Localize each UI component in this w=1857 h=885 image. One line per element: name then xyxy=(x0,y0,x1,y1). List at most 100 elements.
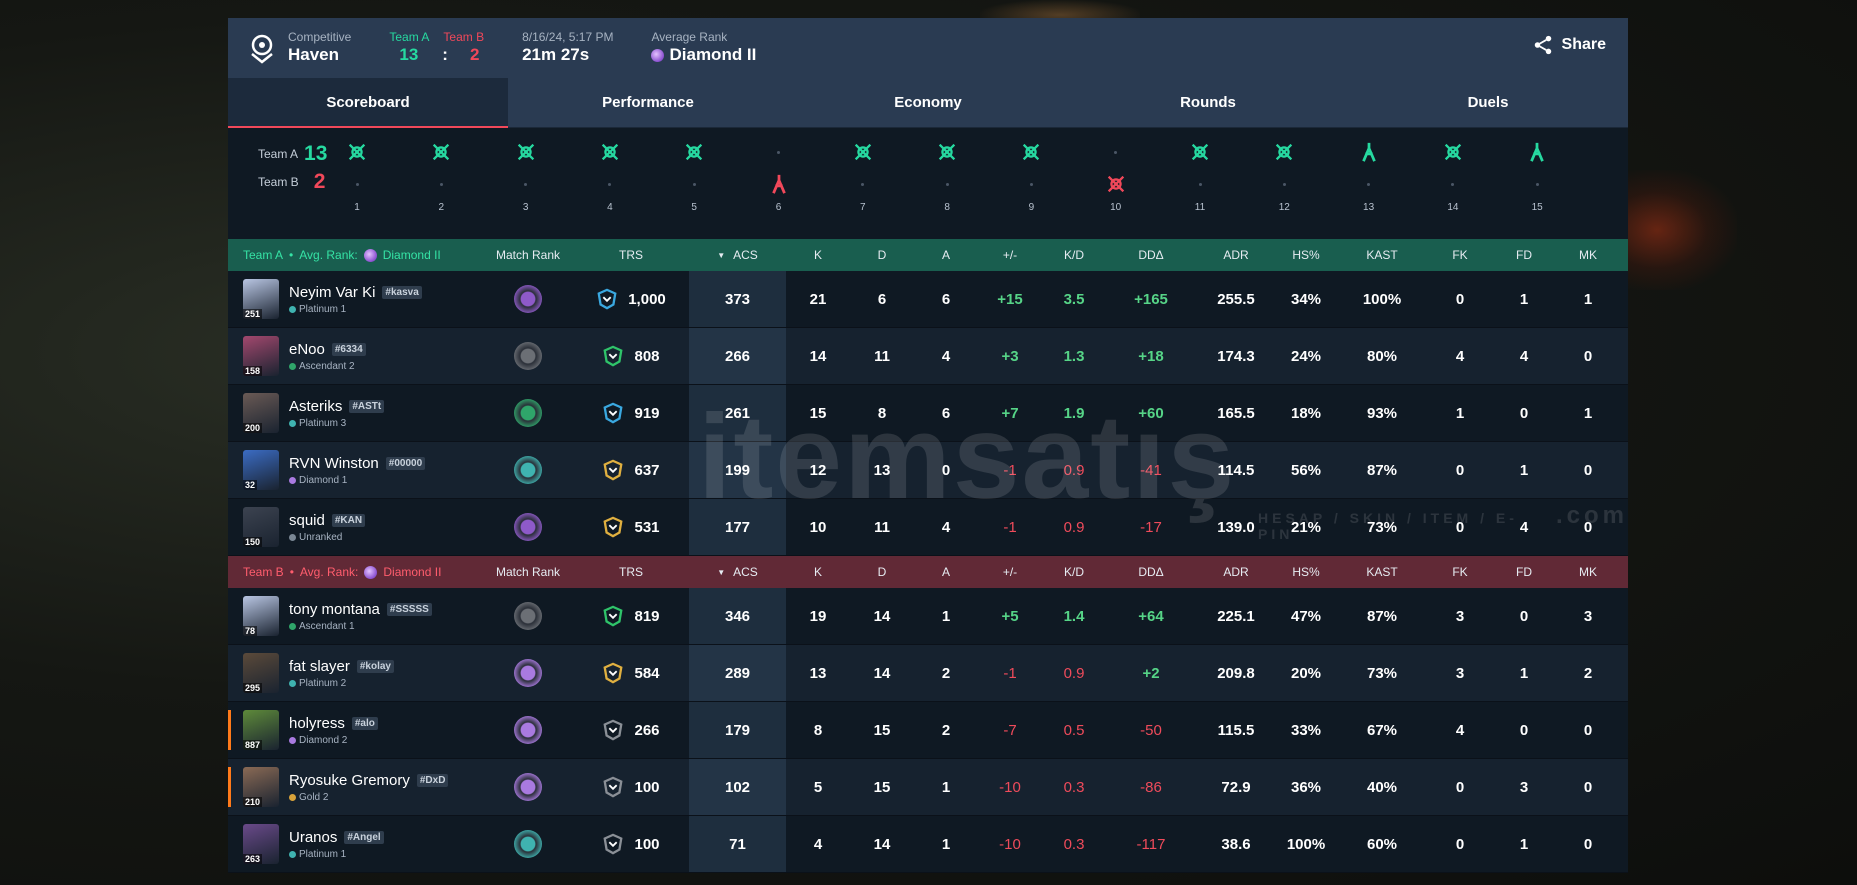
round-12[interactable]: 12 xyxy=(1264,136,1304,213)
col-acs[interactable]: ▼ ACS xyxy=(689,556,786,588)
player-row[interactable]: 200 Asteriks #ASTt Platinum 3 919 261 15 xyxy=(228,385,1628,442)
col-trs[interactable]: TRS xyxy=(619,565,643,579)
player-row[interactable]: 158 eNoo #6334 Ascendant 2 808 266 14 xyxy=(228,328,1628,385)
deaths-value: 14 xyxy=(873,607,891,625)
player-cell[interactable]: 32 RVN Winston #00000 Diamond 1 xyxy=(228,442,483,498)
player-row[interactable]: 295 fat slayer #kolay Platinum 2 584 289… xyxy=(228,645,1628,702)
col-mk[interactable]: MK xyxy=(1579,248,1597,262)
separator: • xyxy=(289,565,294,579)
player-row[interactable]: 210 Ryosuke Gremory #DxD Gold 2 100 102 … xyxy=(228,759,1628,816)
col-acs[interactable]: ▼ ACS xyxy=(689,239,786,271)
round-14[interactable]: 14 xyxy=(1433,136,1473,213)
player-name[interactable]: Neyim Var Ki xyxy=(289,283,376,301)
round-13[interactable]: 13 xyxy=(1349,136,1389,213)
round-11[interactable]: 11 xyxy=(1180,136,1220,213)
elimination-icon xyxy=(1444,143,1462,161)
plus-minus-value: +7 xyxy=(1001,404,1019,422)
player-name[interactable]: RVN Winston xyxy=(289,454,379,472)
col-kd[interactable]: K/D xyxy=(1063,565,1084,579)
round-9[interactable]: 9 xyxy=(1011,136,1051,213)
col-k[interactable]: K xyxy=(813,565,822,579)
player-cell[interactable]: 78 tony montana #SSSSS Ascendant 1 xyxy=(228,588,483,644)
trs-rank-icon xyxy=(603,459,624,481)
col-a[interactable]: A xyxy=(941,248,950,262)
player-row[interactable]: 32 RVN Winston #00000 Diamond 1 637 199 … xyxy=(228,442,1628,499)
player-name[interactable]: holyress xyxy=(289,714,345,732)
assists-value: 4 xyxy=(941,518,951,536)
col-kast[interactable]: KAST xyxy=(1366,248,1398,262)
player-cell[interactable]: 150 squid #KAN Unranked xyxy=(228,499,483,555)
col-match-rank[interactable]: Match Rank xyxy=(495,565,561,579)
player-row[interactable]: 251 Neyim Var Ki #kasva Platinum 1 1,000… xyxy=(228,271,1628,328)
round-4[interactable]: 4 xyxy=(590,136,630,213)
col-adr[interactable]: ADR xyxy=(1223,248,1249,262)
player-name[interactable]: Asteriks xyxy=(289,397,343,415)
player-row[interactable]: 887 holyress #alo Diamond 2 266 179 8 xyxy=(228,702,1628,759)
col-plus-minus[interactable]: +/- xyxy=(1002,565,1018,579)
elimination-icon xyxy=(686,143,703,161)
col-kast[interactable]: KAST xyxy=(1366,565,1398,579)
col-d[interactable]: D xyxy=(877,565,887,579)
col-trs[interactable]: TRS xyxy=(619,248,643,262)
round-1[interactable]: 1 xyxy=(337,136,377,213)
player-cell[interactable]: 887 holyress #alo Diamond 2 xyxy=(228,702,483,758)
tab-duels[interactable]: Duels xyxy=(1348,78,1628,127)
round-15[interactable]: 15 xyxy=(1517,136,1557,213)
round-5[interactable]: 5 xyxy=(674,136,714,213)
tab-rounds[interactable]: Rounds xyxy=(1068,78,1348,127)
player-cell[interactable]: 263 Uranos #Angel Platinum 1 xyxy=(228,816,483,872)
round-3[interactable]: 3 xyxy=(506,136,546,213)
player-cell[interactable]: 295 fat slayer #kolay Platinum 2 xyxy=(228,645,483,701)
share-button[interactable]: Share xyxy=(1532,34,1606,56)
col-d[interactable]: D xyxy=(877,248,887,262)
col-mk[interactable]: MK xyxy=(1579,565,1597,579)
tab-economy[interactable]: Economy xyxy=(788,78,1068,127)
col-hs[interactable]: HS% xyxy=(1292,565,1320,579)
tab-scoreboard[interactable]: Scoreboard xyxy=(228,78,508,128)
agent-avatar: 251 xyxy=(243,279,279,319)
col-a[interactable]: A xyxy=(941,565,950,579)
account-level: 150 xyxy=(243,537,263,547)
player-name[interactable]: fat slayer xyxy=(289,657,350,675)
round-6[interactable]: 6 xyxy=(759,136,799,213)
col-fk[interactable]: FK xyxy=(1452,565,1468,579)
round-2[interactable]: 2 xyxy=(421,136,461,213)
player-cell[interactable]: 251 Neyim Var Ki #kasva Platinum 1 xyxy=(228,271,483,327)
player-row[interactable]: 78 tony montana #SSSSS Ascendant 1 819 3… xyxy=(228,588,1628,645)
col-adr[interactable]: ADR xyxy=(1223,565,1249,579)
col-fk[interactable]: FK xyxy=(1452,248,1468,262)
col-kd[interactable]: K/D xyxy=(1063,248,1084,262)
player-cell[interactable]: 210 Ryosuke Gremory #DxD Gold 2 xyxy=(228,759,483,815)
col-match-rank[interactable]: Match Rank xyxy=(495,248,561,262)
deaths-value: 14 xyxy=(873,664,891,682)
player-tag: #KAN xyxy=(331,513,366,527)
player-name[interactable]: squid xyxy=(289,511,325,529)
account-level: 887 xyxy=(243,740,263,750)
round-number: 1 xyxy=(354,202,360,213)
trs-value: 819 xyxy=(634,607,660,625)
player-name[interactable]: Uranos xyxy=(289,828,338,846)
round-10[interactable]: 10 xyxy=(1096,136,1136,213)
round-7[interactable]: 7 xyxy=(843,136,883,213)
player-name[interactable]: tony montana xyxy=(289,600,380,618)
player-cell[interactable]: 200 Asteriks #ASTt Platinum 3 xyxy=(228,385,483,441)
player-cell[interactable]: 158 eNoo #6334 Ascendant 2 xyxy=(228,328,483,384)
col-k[interactable]: K xyxy=(813,248,822,262)
tab-performance[interactable]: Performance xyxy=(508,78,788,127)
col-fd[interactable]: FD xyxy=(1516,248,1532,262)
col-fd[interactable]: FD xyxy=(1516,565,1532,579)
player-name[interactable]: eNoo xyxy=(289,340,325,358)
col-hs[interactable]: HS% xyxy=(1292,248,1320,262)
player-name[interactable]: Ryosuke Gremory xyxy=(289,771,410,789)
defuse-icon xyxy=(1361,142,1376,162)
trs-cell: 584 xyxy=(573,662,689,684)
player-row[interactable]: 150 squid #KAN Unranked 531 177 10 11 xyxy=(228,499,1628,556)
separator: • xyxy=(289,248,294,262)
player-row[interactable]: 263 Uranos #Angel Platinum 1 100 71 4 xyxy=(228,816,1628,873)
match-rank-icon xyxy=(514,773,542,801)
col-dd-delta[interactable]: DDΔ xyxy=(1138,248,1164,262)
round-8[interactable]: 8 xyxy=(927,136,967,213)
account-level: 263 xyxy=(243,854,263,864)
col-dd-delta[interactable]: DDΔ xyxy=(1138,565,1164,579)
col-plus-minus[interactable]: +/- xyxy=(1002,248,1018,262)
